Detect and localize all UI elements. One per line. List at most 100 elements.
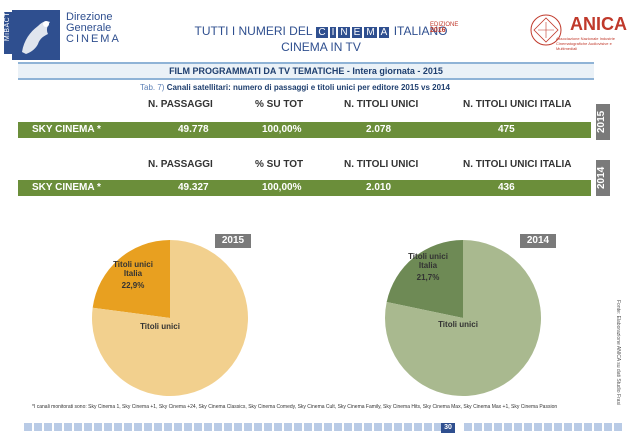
strip-square: [264, 423, 272, 431]
strip-square: [484, 423, 492, 431]
mibact-side-label: MiBACT: [4, 12, 12, 54]
strip-square: [214, 423, 222, 431]
strip-square: [494, 423, 502, 431]
page-subtitle: CINEMA IN TV: [281, 40, 361, 54]
col-header-titoli: N. TITOLI UNICI: [344, 159, 419, 170]
section-title: FILM PROGRAMMATI DA TV TEMATICHE - Inter…: [18, 62, 594, 80]
strip-square: [514, 423, 522, 431]
strip-square: [274, 423, 282, 431]
strip-square: [374, 423, 382, 431]
strip-square: [314, 423, 322, 431]
strip-square: [124, 423, 132, 431]
pie-label-unici-2015: Titoli unici: [140, 322, 180, 331]
col-header-titoli-italia: N. TITOLI UNICI ITALIA: [463, 159, 572, 170]
strip-square: [294, 423, 302, 431]
pie-slice-unici: [385, 240, 541, 396]
strip-square: [474, 423, 482, 431]
strip-square: [414, 423, 422, 431]
strip-square: [304, 423, 312, 431]
strip-square: [334, 423, 342, 431]
table-row-2015: SKY CINEMA * 49.778 100,00% 2.078 475: [18, 122, 591, 138]
col-header-pct: % SU TOT: [255, 99, 304, 110]
titoli-italia-cell: 475: [498, 124, 515, 135]
editor-cell: SKY CINEMA *: [32, 124, 101, 135]
strip-square: [464, 423, 472, 431]
table-caption: Tab. 7) Canali satellitari: numero di pa…: [140, 83, 450, 92]
strip-square: [134, 423, 142, 431]
strip-square: [64, 423, 72, 431]
pct-cell: 100,00%: [262, 182, 302, 193]
strip-square: [424, 423, 432, 431]
strip-square: [104, 423, 112, 431]
strip-square: [284, 423, 292, 431]
pie-slice-italia: [386, 240, 463, 318]
strip-square: [194, 423, 202, 431]
strip-square: [54, 423, 62, 431]
col-header-passaggi: N. PASSAGGI: [148, 159, 213, 170]
strip-square: [234, 423, 242, 431]
titoli-cell: 2.010: [366, 182, 392, 193]
passaggi-cell: 49.327: [178, 182, 209, 193]
anica-subtitle: Associazione Nazionale Industrie Cinemat…: [556, 36, 615, 51]
col-header-pct: % SU TOT: [255, 159, 304, 170]
strip-square: [244, 423, 252, 431]
year-tag-2014: 2014: [596, 160, 610, 196]
pie-chart-2014: [385, 240, 541, 396]
dg-cinema-label: Direzione Generale CINEMA: [66, 11, 121, 45]
strip-square: [544, 423, 552, 431]
footnote: *I canali monitorati sono: Sky Cinema 1,…: [32, 404, 558, 410]
strip-square: [584, 423, 592, 431]
pie-slice-unici: [92, 240, 248, 396]
pie-chart-2015: [92, 240, 248, 396]
strip-square: [24, 423, 32, 431]
pie-label-italia-2015: Titoli unici Italia 22,9%: [113, 260, 153, 290]
strip-square: [94, 423, 102, 431]
col-header-passaggi: N. PASSAGGI: [148, 99, 213, 110]
source-note: Fonte: Elaborazione ANICA su dati Studio…: [615, 300, 621, 406]
strip-square: [404, 423, 412, 431]
strip-square: [114, 423, 122, 431]
strip-square: [84, 423, 92, 431]
strip-square: [174, 423, 182, 431]
bottom-decoration: [0, 423, 633, 435]
pct-cell: 100,00%: [262, 124, 302, 135]
anica-logo: [528, 12, 624, 52]
strip-square: [604, 423, 612, 431]
mibact-logo: [12, 10, 60, 60]
pie-slice-italia: [92, 240, 170, 318]
strip-square: [254, 423, 262, 431]
strip-square: [564, 423, 572, 431]
table-row-2014: SKY CINEMA * 49.327 100,00% 2.010 436: [18, 180, 591, 196]
pie-label-unici-2014: Titoli unici: [438, 320, 478, 329]
strip-square: [164, 423, 172, 431]
strip-square: [574, 423, 582, 431]
strip-square: [384, 423, 392, 431]
strip-square: [394, 423, 402, 431]
strip-square: [614, 423, 622, 431]
strip-square: [204, 423, 212, 431]
strip-square: [74, 423, 82, 431]
strip-square: [364, 423, 372, 431]
titoli-italia-cell: 436: [498, 182, 515, 193]
strip-square: [434, 423, 442, 431]
strip-square: [324, 423, 332, 431]
titoli-cell: 2.078: [366, 124, 392, 135]
pie-label-italia-2014: Titoli unici Italia 21,7%: [408, 252, 448, 282]
strip-square: [554, 423, 562, 431]
col-header-titoli-italia: N. TITOLI UNICI ITALIA: [463, 99, 572, 110]
strip-square: [504, 423, 512, 431]
strip-square: [224, 423, 232, 431]
strip-square: [184, 423, 192, 431]
strip-square: [534, 423, 542, 431]
strip-square: [154, 423, 162, 431]
col-header-titoli: N. TITOLI UNICI: [344, 99, 419, 110]
pie-title-2014: 2014: [520, 234, 556, 248]
pie-title-2015: 2015: [215, 234, 251, 248]
edition-badge: EDIZIONE 2016: [430, 22, 459, 34]
strip-square: [144, 423, 152, 431]
horse-emblem-icon: [22, 21, 50, 54]
strip-square: [344, 423, 352, 431]
strip-square: [354, 423, 362, 431]
year-tag-2015: 2015: [596, 104, 610, 140]
